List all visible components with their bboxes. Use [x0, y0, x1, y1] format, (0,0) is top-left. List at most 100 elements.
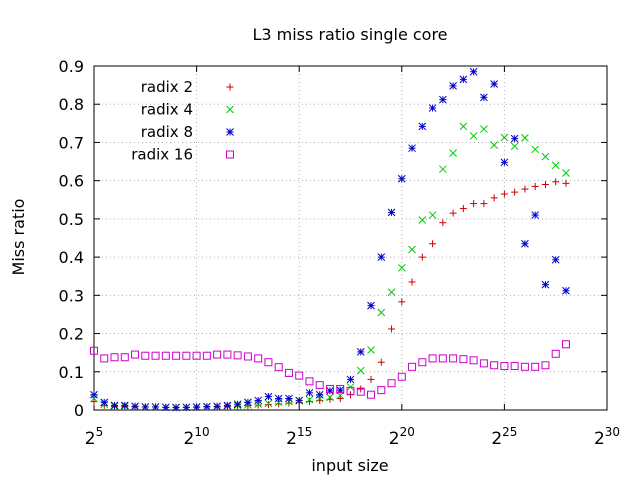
data-point [202, 351, 211, 360]
data-point [490, 141, 498, 149]
data-point [356, 348, 365, 356]
data-point [326, 393, 334, 402]
data-point [131, 402, 139, 411]
data-point [100, 398, 109, 407]
data-point [346, 386, 355, 395]
data-point [459, 355, 468, 364]
data-point [387, 379, 396, 388]
data-point [90, 390, 98, 399]
data-point [490, 80, 498, 88]
data-point [408, 362, 417, 371]
data-point [418, 253, 426, 261]
data-point [182, 351, 191, 360]
data-point [377, 308, 386, 317]
legend-marker [226, 128, 234, 136]
data-point [469, 132, 478, 140]
data-point [356, 387, 365, 396]
data-point [500, 190, 508, 198]
data-point [336, 384, 345, 393]
y-tick-label: 0 [74, 401, 84, 420]
data-point [470, 200, 478, 208]
y-tick-label: 0.2 [59, 325, 84, 344]
data-point [90, 346, 98, 355]
y-tick-label: 0.5 [59, 210, 84, 229]
data-point [480, 125, 488, 133]
x-tick-label: 230 [594, 425, 620, 449]
data-point [439, 219, 447, 227]
data-point [315, 381, 324, 390]
data-point [233, 351, 242, 360]
data-point [213, 402, 221, 411]
data-point [377, 253, 386, 261]
y-tick-label: 0.8 [59, 95, 84, 114]
data-point [223, 350, 232, 359]
data-point [90, 398, 98, 406]
data-point [520, 362, 529, 371]
data-point [357, 385, 365, 393]
data-point [203, 402, 211, 411]
data-point [510, 134, 519, 143]
data-point [551, 161, 560, 170]
chart-title: L3 miss ratio single core [252, 25, 447, 44]
data-point [388, 325, 396, 333]
data-point [274, 363, 283, 372]
data-point [521, 134, 529, 142]
data-point [274, 394, 283, 403]
data-point [151, 403, 160, 411]
x-axis-label: input size [311, 456, 388, 475]
data-point [161, 403, 170, 412]
y-tick-label: 0.7 [59, 133, 84, 152]
data-point [521, 185, 529, 193]
data-point [438, 165, 447, 174]
data-point [449, 149, 457, 158]
data-point [490, 361, 499, 370]
data-point [305, 388, 314, 397]
data-point [551, 255, 560, 264]
data-point [336, 395, 344, 403]
data-point [264, 358, 273, 367]
data-point [192, 351, 201, 360]
data-point [428, 354, 437, 363]
data-point [172, 351, 181, 360]
data-point [387, 208, 396, 217]
legend-label: radix 2 [141, 78, 193, 96]
data-point [182, 403, 191, 412]
data-point [408, 245, 416, 254]
data-point [110, 353, 119, 362]
x-tick-label: 25 [85, 425, 103, 449]
data-point [480, 200, 488, 208]
data-point [90, 394, 98, 403]
y-tick-label: 0.4 [59, 248, 84, 267]
legend-label: radix 8 [141, 123, 193, 141]
data-point [531, 145, 540, 154]
data-point [244, 398, 252, 407]
data-point [274, 398, 283, 407]
y-tick-label: 0.6 [59, 172, 84, 191]
y-axis-label: Miss ratio [9, 199, 28, 276]
data-point [305, 377, 314, 386]
data-point [213, 350, 222, 359]
data-point [449, 209, 457, 217]
data-point [254, 396, 263, 405]
data-point [531, 182, 539, 190]
data-point [511, 188, 519, 196]
data-point [459, 122, 468, 131]
axes [93, 65, 608, 411]
data-point [264, 399, 273, 408]
data-point [500, 158, 509, 167]
x-tick-label: 210 [184, 425, 210, 449]
data-point [429, 240, 437, 248]
data-point [459, 75, 468, 84]
data-point [469, 67, 478, 76]
data-point [541, 280, 550, 289]
data-point [315, 390, 324, 399]
data-point [161, 351, 170, 360]
series-radix-8 [90, 67, 570, 412]
data-point [120, 353, 129, 362]
data-point [100, 354, 109, 363]
data-point [243, 352, 252, 361]
data-point [521, 239, 529, 248]
data-point [438, 354, 447, 363]
data-point [131, 350, 140, 359]
